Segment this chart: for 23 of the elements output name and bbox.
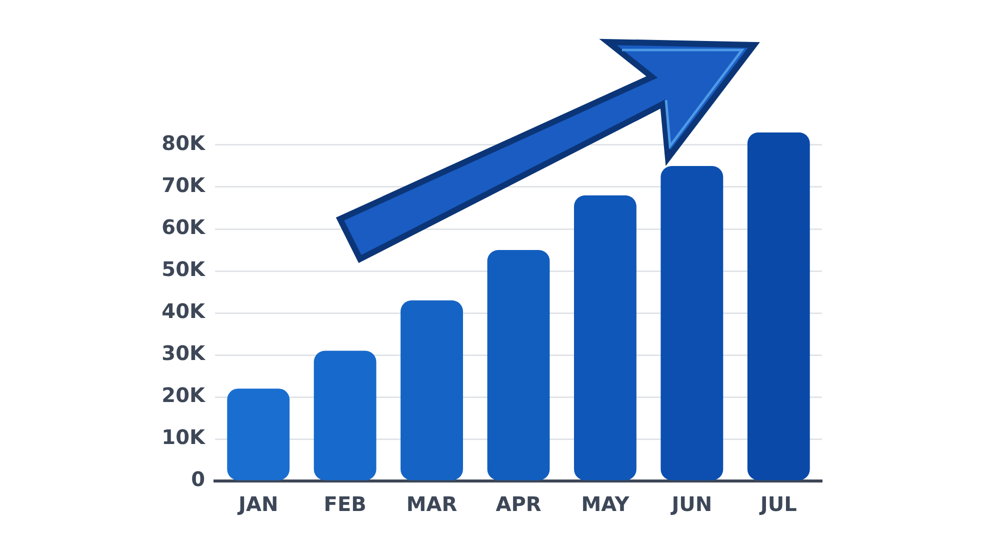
y-tick-label: 80K	[162, 131, 206, 156]
y-tick-label: 50K	[162, 257, 206, 282]
bar	[574, 195, 636, 480]
x-tick-label: MAY	[581, 492, 630, 516]
y-tick-label: 20K	[162, 383, 206, 408]
x-tick-label: APR	[496, 492, 542, 516]
bar	[487, 250, 550, 480]
y-tick-label: 10K	[162, 425, 206, 450]
x-tick-label: MAR	[406, 492, 458, 516]
bar	[227, 388, 290, 480]
y-tick-label: 40K	[162, 299, 206, 324]
y-tick-label: 60K	[162, 215, 206, 240]
x-tick-label: JUN	[670, 492, 712, 516]
y-tick-label: 30K	[162, 341, 206, 366]
y-tick-label: 70K	[162, 173, 206, 198]
x-tick-label: JAN	[236, 492, 278, 516]
y-tick-label: 0	[191, 467, 205, 492]
bar	[660, 166, 724, 480]
x-tick-label: JUL	[758, 492, 798, 516]
bar	[314, 350, 376, 480]
bar	[747, 132, 810, 480]
bar	[400, 300, 464, 480]
x-tick-label: FEB	[324, 492, 366, 516]
